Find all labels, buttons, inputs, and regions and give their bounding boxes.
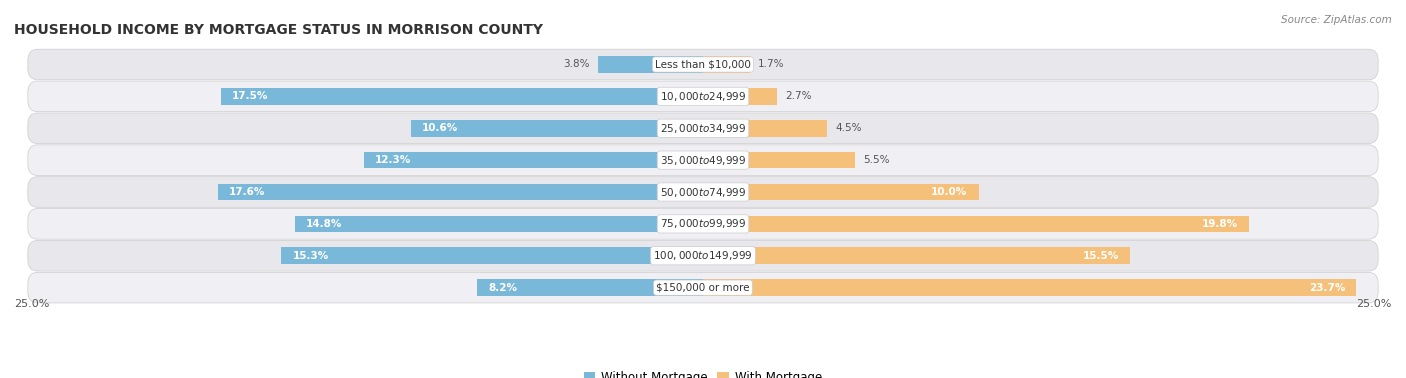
Text: 10.6%: 10.6% (422, 123, 458, 133)
Bar (281, 248, 703, 264)
Text: $50,000 to $74,999: $50,000 to $74,999 (659, 186, 747, 198)
Bar (703, 152, 855, 169)
Text: 19.8%: 19.8% (1202, 219, 1237, 229)
Text: 14.8%: 14.8% (307, 219, 343, 229)
Text: 25.0%: 25.0% (1357, 299, 1392, 309)
Text: 2.7%: 2.7% (786, 91, 813, 101)
Bar (295, 215, 703, 232)
Text: 23.7%: 23.7% (1309, 283, 1346, 293)
Bar (703, 215, 1249, 232)
Text: $75,000 to $99,999: $75,000 to $99,999 (659, 217, 747, 230)
Text: 8.2%: 8.2% (488, 283, 517, 293)
Text: 15.3%: 15.3% (292, 251, 329, 261)
Bar (599, 56, 703, 73)
Text: 12.3%: 12.3% (375, 155, 412, 165)
Bar (411, 120, 703, 136)
FancyBboxPatch shape (28, 145, 1378, 175)
Bar (703, 184, 979, 200)
Text: 15.5%: 15.5% (1083, 251, 1119, 261)
Text: 4.5%: 4.5% (835, 123, 862, 133)
Text: HOUSEHOLD INCOME BY MORTGAGE STATUS IN MORRISON COUNTY: HOUSEHOLD INCOME BY MORTGAGE STATUS IN M… (14, 23, 543, 37)
FancyBboxPatch shape (28, 177, 1378, 207)
Bar (703, 279, 1357, 296)
Text: 3.8%: 3.8% (564, 59, 591, 70)
Text: 5.5%: 5.5% (863, 155, 890, 165)
FancyBboxPatch shape (28, 240, 1378, 271)
Text: $150,000 or more: $150,000 or more (657, 283, 749, 293)
FancyBboxPatch shape (28, 209, 1378, 239)
Text: $100,000 to $149,999: $100,000 to $149,999 (654, 249, 752, 262)
Bar (703, 248, 1130, 264)
Text: 17.6%: 17.6% (229, 187, 266, 197)
Bar (221, 88, 703, 105)
Text: $10,000 to $24,999: $10,000 to $24,999 (659, 90, 747, 103)
Bar (703, 88, 778, 105)
Text: $25,000 to $34,999: $25,000 to $34,999 (659, 122, 747, 135)
Bar (703, 56, 749, 73)
Text: Source: ZipAtlas.com: Source: ZipAtlas.com (1281, 15, 1392, 25)
FancyBboxPatch shape (28, 49, 1378, 80)
Bar (218, 184, 703, 200)
Bar (364, 152, 703, 169)
Text: 1.7%: 1.7% (758, 59, 785, 70)
Text: 10.0%: 10.0% (931, 187, 967, 197)
Bar (703, 120, 827, 136)
FancyBboxPatch shape (28, 113, 1378, 144)
Text: 17.5%: 17.5% (232, 91, 269, 101)
Text: $35,000 to $49,999: $35,000 to $49,999 (659, 153, 747, 167)
Legend: Without Mortgage, With Mortgage: Without Mortgage, With Mortgage (579, 366, 827, 378)
Text: Less than $10,000: Less than $10,000 (655, 59, 751, 70)
FancyBboxPatch shape (28, 272, 1378, 303)
FancyBboxPatch shape (28, 81, 1378, 112)
Bar (477, 279, 703, 296)
Text: 25.0%: 25.0% (14, 299, 49, 309)
